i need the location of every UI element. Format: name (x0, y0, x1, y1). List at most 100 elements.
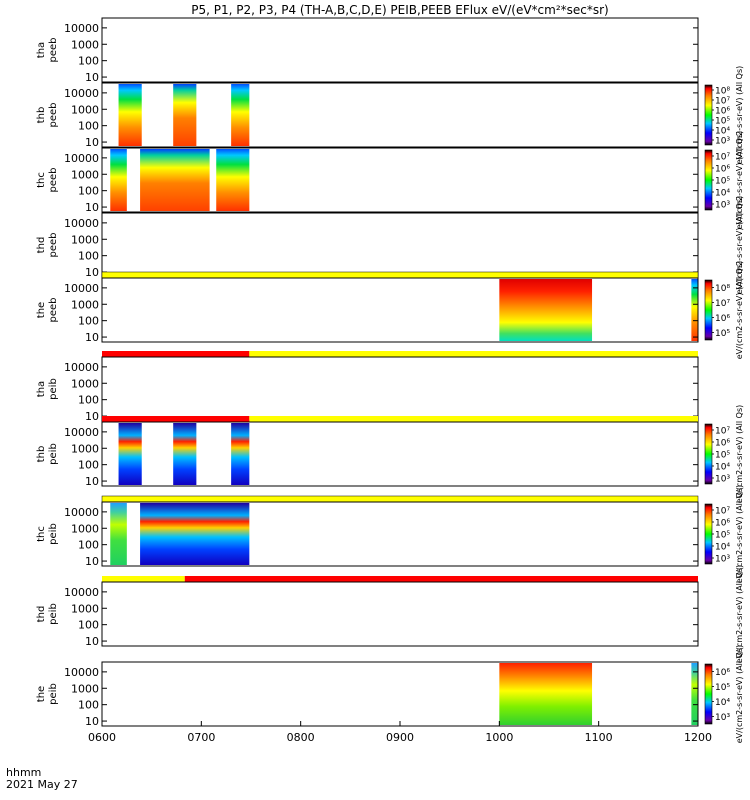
colorbar-tick-label: 10⁵ (715, 117, 730, 127)
colorbar-tick-label: 10⁶ (715, 668, 730, 678)
panel-frame (101, 147, 699, 213)
spectrogram-data-block (216, 149, 250, 211)
y-tick-label: 10 (85, 201, 99, 214)
y-tick-label: 10000 (64, 586, 99, 599)
y-tick-label: 10 (85, 635, 99, 648)
y-tick-label: 1000 (71, 442, 99, 455)
y-tick-label: 100 (78, 250, 99, 263)
panel-frame (101, 501, 699, 567)
y-tick-label: 1000 (71, 233, 99, 246)
y-tick-label: 10 (85, 331, 99, 344)
y-tick-label: 10 (85, 715, 99, 728)
x-tick-label: 1100 (585, 731, 613, 744)
y-tick-label: 1000 (71, 522, 99, 535)
colorbar-tick-label: 10³ (715, 713, 730, 723)
colorbar-tick-label: 10³ (715, 137, 730, 147)
panel-frame (101, 277, 699, 343)
colorbar-tick-label: 10⁶ (715, 314, 730, 324)
colorbar-tick-label: 10⁵ (715, 531, 730, 541)
spectrogram-data-block (499, 279, 593, 341)
colorbar-tick-label: 10⁷ (715, 97, 730, 107)
panel-instrument-label: peeb (48, 298, 59, 323)
panel-instrument-label: peeb (48, 168, 59, 193)
panel-probe-label: the (36, 302, 47, 318)
spectrogram-data-block (173, 84, 197, 146)
y-tick-label: 100 (78, 185, 99, 198)
panel-instrument-label: peeb (48, 38, 59, 63)
y-tick-label: 1000 (71, 377, 99, 390)
y-tick-label: 100 (78, 394, 99, 407)
panel-instrument-label: peib (48, 603, 59, 625)
colorbar-tick-label: 10³ (715, 555, 730, 565)
colorbar-tick-label: 10⁷ (715, 427, 730, 437)
colorbar-label: eV/(cm2-s-sr-eV) (All Qs) (735, 261, 744, 360)
panel-frame (101, 421, 699, 487)
colorbar-tick-label: 10⁸ (715, 284, 730, 294)
colorbar-label: eV/(cm2-s-sr-eV) (All Qs) (735, 565, 744, 664)
colorbar-tick-label: 10⁴ (715, 463, 730, 473)
spectrogram-data-block (118, 84, 142, 146)
y-tick-label: 10000 (64, 361, 99, 374)
y-tick-label: 1000 (71, 38, 99, 51)
colorbar-label: eV/(cm2-s-sr-eV) (All Qs) (735, 405, 744, 504)
panel-frame (101, 356, 699, 422)
spectrogram-data-block (231, 423, 250, 485)
panel-probe-label: thb (36, 446, 47, 463)
colorbar (704, 503, 713, 565)
colorbar (704, 149, 713, 211)
colorbar-tick-label: 10⁷ (715, 299, 730, 309)
colorbar-tick-label: 10⁵ (715, 451, 730, 461)
spectrogram-data-block (691, 663, 698, 725)
y-tick-label: 10000 (64, 506, 99, 519)
colorbar-tick-label: 10⁶ (715, 519, 730, 529)
spectrogram-data-block (110, 149, 127, 211)
colorbar-tick-label: 10³ (715, 475, 730, 485)
colorbar (704, 663, 713, 725)
status-bar-yellow-segment (102, 576, 185, 582)
panel-frame (101, 581, 699, 647)
y-tick-label: 10 (85, 555, 99, 568)
panel-probe-label: thd (36, 606, 47, 623)
panel-instrument-label: peib (48, 523, 59, 545)
colorbar-tick-label: 10⁴ (715, 698, 730, 708)
colorbar-label: eV/(cm2-s-sr-eV) (All Qs) (735, 485, 744, 584)
colorbar-tick-label: 10⁴ (715, 127, 730, 137)
spectrogram-data-block (231, 84, 250, 146)
y-tick-label: 10000 (64, 666, 99, 679)
colorbar-tick-label: 10⁸ (715, 87, 730, 97)
spectrogram-data-block (173, 423, 197, 485)
y-tick-label: 1000 (71, 682, 99, 695)
y-tick-label: 10 (85, 136, 99, 149)
status-bar-red-segment (102, 351, 250, 357)
colorbar-tick-label: 10⁷ (715, 153, 730, 163)
time-axis-label: hhmm (6, 766, 41, 779)
y-tick-label: 10000 (64, 22, 99, 35)
y-tick-label: 10 (85, 475, 99, 488)
y-tick-label: 100 (78, 539, 99, 552)
panel-instrument-label: peib (48, 378, 59, 400)
colorbar-tick-label: 10⁶ (715, 165, 730, 175)
colorbar-tick-label: 10⁵ (715, 177, 730, 187)
y-tick-label: 10000 (64, 426, 99, 439)
y-tick-label: 10 (85, 71, 99, 84)
colorbar (704, 423, 713, 485)
panel-instrument-label: peib (48, 443, 59, 465)
y-tick-label: 1000 (71, 298, 99, 311)
chart-title: P5, P1, P2, P3, P4 (TH-A,B,C,D,E) PEIB,P… (191, 3, 608, 17)
spectrogram-data-block (140, 149, 210, 211)
colorbar-tick-label: 10⁶ (715, 439, 730, 449)
colorbar (704, 279, 713, 341)
y-tick-label: 100 (78, 120, 99, 133)
panel-frame (101, 212, 699, 278)
colorbar-label: eV/(cm2-s-sr-eV) (All Qs) (735, 131, 744, 230)
panel-probe-label: thd (36, 237, 47, 254)
colorbar (704, 84, 713, 146)
spectrogram-data-block (110, 503, 127, 565)
panel-instrument-label: peeb (48, 103, 59, 128)
colorbar-tick-label: 10⁴ (715, 189, 730, 199)
panel-frame (101, 82, 699, 148)
y-tick-label: 100 (78, 315, 99, 328)
colorbar-tick-label: 10⁴ (715, 543, 730, 553)
status-bar-red-segment (184, 576, 698, 582)
